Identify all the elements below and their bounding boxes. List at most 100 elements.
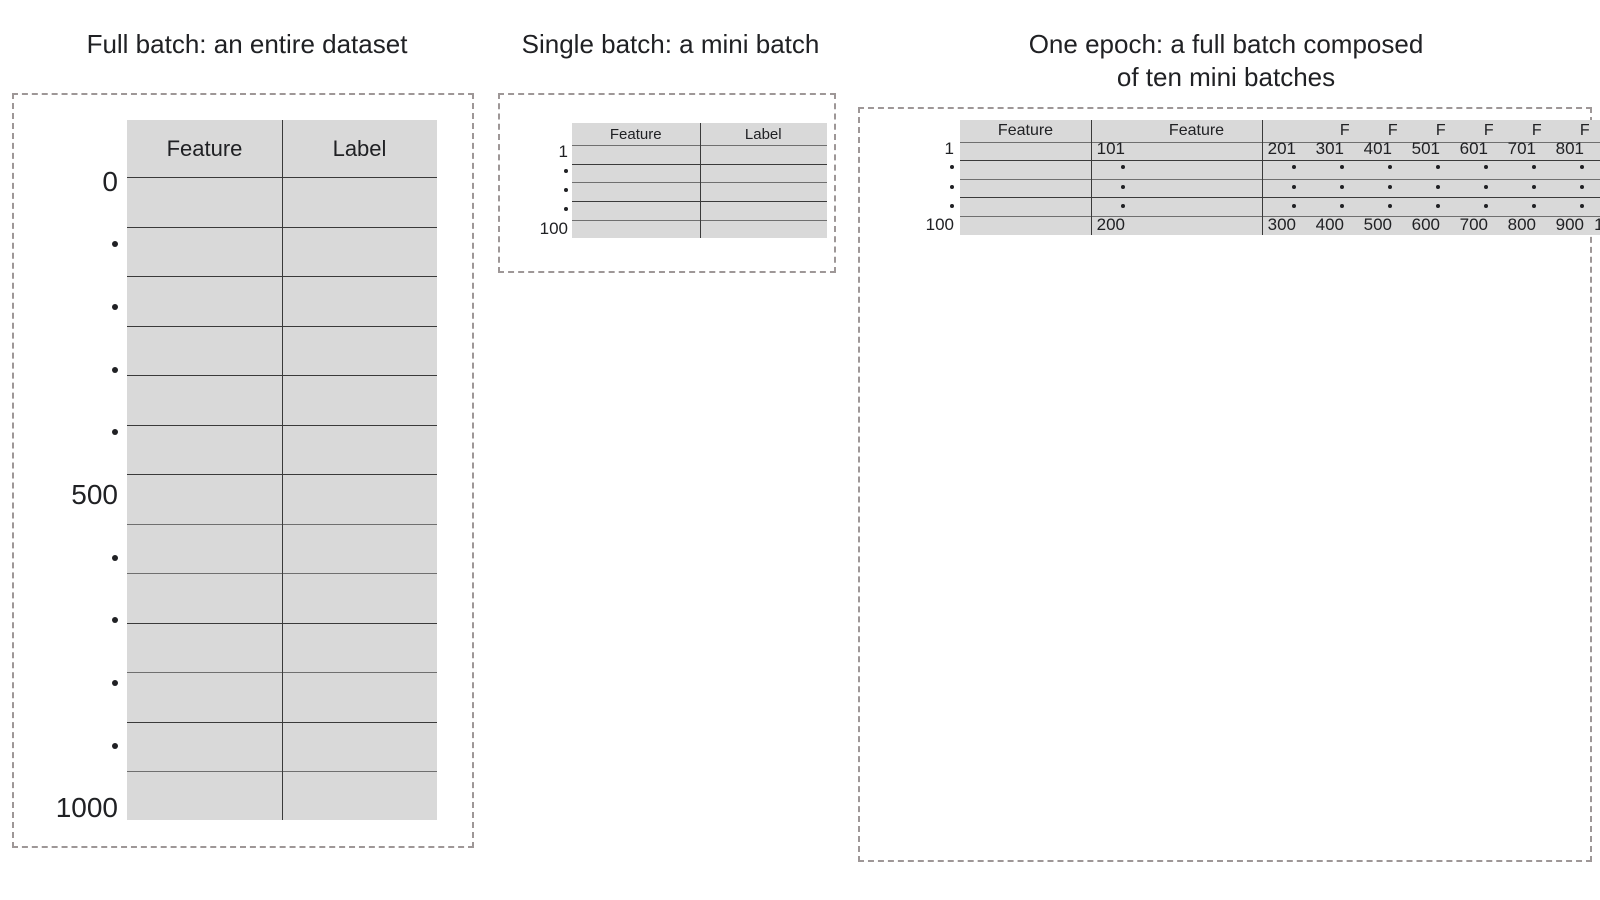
row-index-ellipsis-dot [26,526,118,589]
mini-batch-row-index-gutter: 501 600 [1388,139,1440,235]
row-index-ellipsis-dot [902,158,954,177]
full-batch-dashed-container: 0 500 1000 Feature Label [12,93,474,849]
column-header-feature: Feature [1590,122,1600,140]
row-index-ellipsis-dot [1436,196,1488,215]
table-row [1590,141,1600,161]
row-index-label: 300 [1267,215,1296,235]
row-index-label: 500 [1363,215,1392,235]
single-batch-table-header: Feature Label [572,123,827,145]
dot-icon [1580,184,1584,189]
row-index-label: 800 [1507,215,1536,235]
dot-icon [564,207,568,212]
mini-batch-101-200: 101200FeatureLabel [1073,117,1393,852]
dot-icon [1436,184,1440,189]
mini-batch-row-index-gutter: 201 300 [1244,139,1296,235]
dot-icon [1388,165,1392,170]
table-row [1590,197,1600,216]
dot-icon [1292,203,1296,208]
mini-batch-grid: 1100FeatureLabel101200FeatureLabel201300… [860,109,1600,860]
row-index-label: 400 [1315,215,1344,235]
row-index-ellipsis-dot [1340,158,1392,177]
row-index-ellipsis-dot [1292,177,1344,196]
dot-icon [1388,203,1392,208]
table-row [1542,197,1600,216]
row-index-ellipsis-dot [902,177,954,196]
row-index-ellipsis-dot [902,196,954,215]
row-index-ellipsis-dot [1388,158,1440,177]
dot-icon [1436,203,1440,208]
row-index-ellipsis-dot [1532,177,1584,196]
column-header-feature: Feature [997,121,1054,139]
panel-full-batch: Full batch: an entire dataset 0 500 1000 F… [12,28,482,849]
mini-batch-row-index-gutter: 701 800 [1484,139,1536,235]
row-index-label: 0 [102,165,118,197]
row-index-ellipsis-dot [1073,158,1125,177]
dot-icon [112,303,118,310]
mini-batch-row-index-gutter: 301 400 [1292,139,1344,235]
mini-batch-row-index-gutter: 601 700 [1436,139,1488,235]
row-index-ellipsis-dot [1340,177,1392,196]
dot-icon [1532,165,1536,170]
row-index-ellipsis-dot [506,161,568,180]
row-index-ellipsis-dot [1580,196,1600,215]
single-batch-dashed-container: 1 100 Feature Label [498,93,836,274]
row-index-ellipsis-dot [1244,196,1296,215]
dot-icon [1484,184,1488,189]
dot-icon [112,680,118,687]
dot-icon [1121,184,1125,189]
mini-batch-row-index-gutter: 401 500 [1340,139,1392,235]
row-index-ellipsis-dot [1580,158,1600,177]
row-index-label: 401 [1363,138,1392,158]
dot-icon [1121,165,1125,170]
row-index-label: 701 [1507,138,1536,158]
dot-icon [1484,203,1488,208]
single-batch-table: Feature Label [572,123,827,239]
row-index-ellipsis-dot [1388,177,1440,196]
row-index-label: 101 [1096,138,1125,158]
row-index-label: 201 [1267,138,1296,158]
one-epoch-dashed-container: 1100FeatureLabel101200FeatureLabel201300… [858,106,1600,862]
full-batch-table-header: Feature Label [127,120,437,177]
row-index-label: 600 [1411,215,1440,235]
panel-single-batch-title: Single batch: a mini batch [521,29,820,59]
table-row [1590,160,1600,179]
dot-icon [564,169,568,174]
dot-icon [950,165,954,170]
row-index-ellipsis-dot [1484,158,1536,177]
column-header-label: Label [332,135,387,161]
column-header-label: Label [744,125,782,143]
table-row [1542,178,1600,198]
row-index-ellipsis-dot [1292,196,1344,215]
row-index-ellipsis-dot [1244,177,1296,196]
row-index-ellipsis-dot [1436,177,1488,196]
row-index-label: 801 [1555,138,1584,158]
table-row [1590,215,1600,235]
table-row [1542,160,1600,179]
row-index-ellipsis-dot [26,276,118,339]
column-header-feature: Feature [1168,121,1225,139]
dot-icon [1292,184,1296,189]
dot-icon [1292,165,1296,170]
row-index-ellipsis-dot [1436,158,1488,177]
row-index-ellipsis-dot [26,213,118,276]
dot-icon [564,188,568,193]
row-index-label: 501 [1411,138,1440,158]
row-index-label: 200 [1096,215,1125,235]
row-index-label: 1 [944,138,954,158]
row-index-label: 100 [925,215,954,235]
column-divider [699,123,701,239]
dot-icon [112,241,118,248]
row-index-ellipsis-dot [26,589,118,652]
row-index-ellipsis-dot [1073,196,1125,215]
dot-icon [112,429,118,436]
panel-one-epoch-title: One epoch: a full batch composed of ten … [1028,29,1424,93]
dot-icon [1388,184,1392,189]
row-index-ellipsis-dot [1073,177,1125,196]
full-batch-table: Feature Label [127,120,437,821]
table-row [1542,215,1600,235]
dot-icon [950,184,954,189]
row-index-label: 1000 [1594,215,1600,235]
row-index-label: 901 [1580,139,1600,158]
row-index-ellipsis-dot [1484,177,1536,196]
